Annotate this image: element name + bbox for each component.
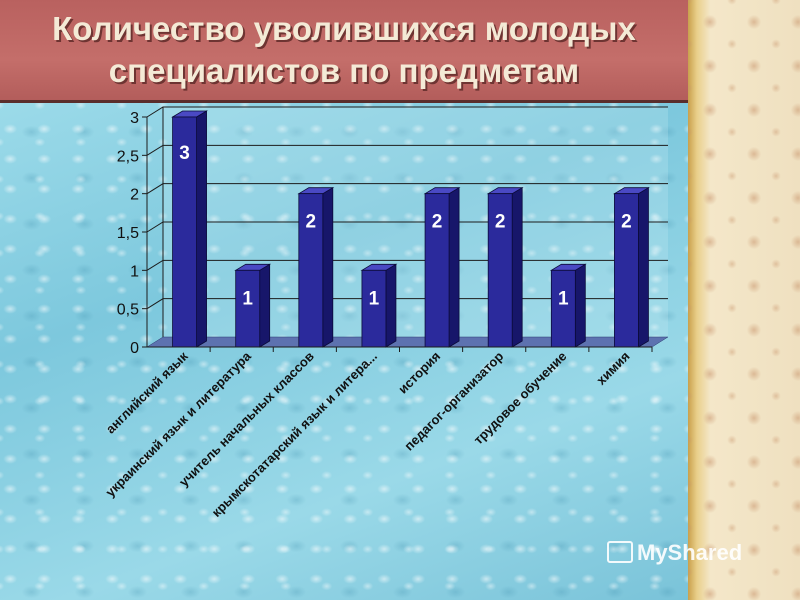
bar-value-label: 2 xyxy=(495,212,506,233)
bar-value-label: 1 xyxy=(369,288,380,309)
bar-value-label: 1 xyxy=(242,288,253,309)
bar-value-label: 2 xyxy=(621,212,632,233)
bar-chart: 0 0,5 1 1,5 2 2,5 3 3 1 2 1 2 2 1 2 английский языкук… xyxy=(103,106,669,520)
decorative-side-panel xyxy=(688,0,800,600)
presentation-icon xyxy=(607,541,633,564)
bar-front xyxy=(235,269,261,348)
bar-side xyxy=(574,263,586,348)
bar-side xyxy=(259,263,271,348)
bar-side xyxy=(448,186,460,348)
bar-side xyxy=(638,186,649,348)
bar-value-label: 3 xyxy=(179,143,190,164)
title-band: Количество уволившихся молодых специалис… xyxy=(0,0,688,103)
chart-floor xyxy=(146,336,669,348)
slide-title: Количество уволившихся молодых специалис… xyxy=(0,8,688,92)
bar-front xyxy=(361,269,387,348)
y-tick-label: 0 xyxy=(130,340,139,357)
bar-side xyxy=(385,263,397,348)
bar-front xyxy=(172,116,197,348)
y-axis: 0 0,5 1 1,5 2 2,5 3 xyxy=(117,107,164,357)
bar-side xyxy=(511,186,523,348)
y-tick-label: 0,5 xyxy=(117,302,139,319)
y-tick-label: 1 xyxy=(130,263,139,280)
bar-front xyxy=(298,193,324,348)
title-line-2: специалистов по предметам xyxy=(108,52,580,89)
bar: 1 xyxy=(549,263,587,348)
bar: 2 xyxy=(486,186,524,348)
x-category-label: история xyxy=(395,349,443,397)
bar-value-label: 2 xyxy=(432,212,443,233)
bar-front xyxy=(550,269,576,348)
y-tick-label: 2,5 xyxy=(117,148,139,165)
bars: 3 1 2 1 2 2 1 2 xyxy=(171,110,650,348)
bar-side xyxy=(196,110,207,348)
bar-side xyxy=(322,186,334,348)
x-category-label: химия xyxy=(593,349,632,388)
bar: 2 xyxy=(423,186,461,348)
x-category-label: учитель начальных классов xyxy=(176,349,317,490)
bar: 2 xyxy=(612,186,650,348)
bar-value-label: 2 xyxy=(306,212,317,233)
bar: 2 xyxy=(297,186,335,348)
bar-front xyxy=(487,193,513,348)
title-line-1: Количество уволившихся молодых xyxy=(52,10,636,47)
y-tick-label: 2 xyxy=(130,187,139,204)
y-tick-label: 1,5 xyxy=(117,225,139,242)
watermark-text: MyShared xyxy=(637,540,743,565)
watermark: MyShared xyxy=(607,540,742,566)
bar-front xyxy=(424,193,450,348)
grid-lines xyxy=(146,106,669,348)
bar: 3 xyxy=(171,110,209,348)
bar: 1 xyxy=(360,263,398,348)
y-tick-label: 3 xyxy=(130,110,139,127)
bar: 1 xyxy=(234,263,272,348)
bar-value-label: 1 xyxy=(558,288,569,309)
